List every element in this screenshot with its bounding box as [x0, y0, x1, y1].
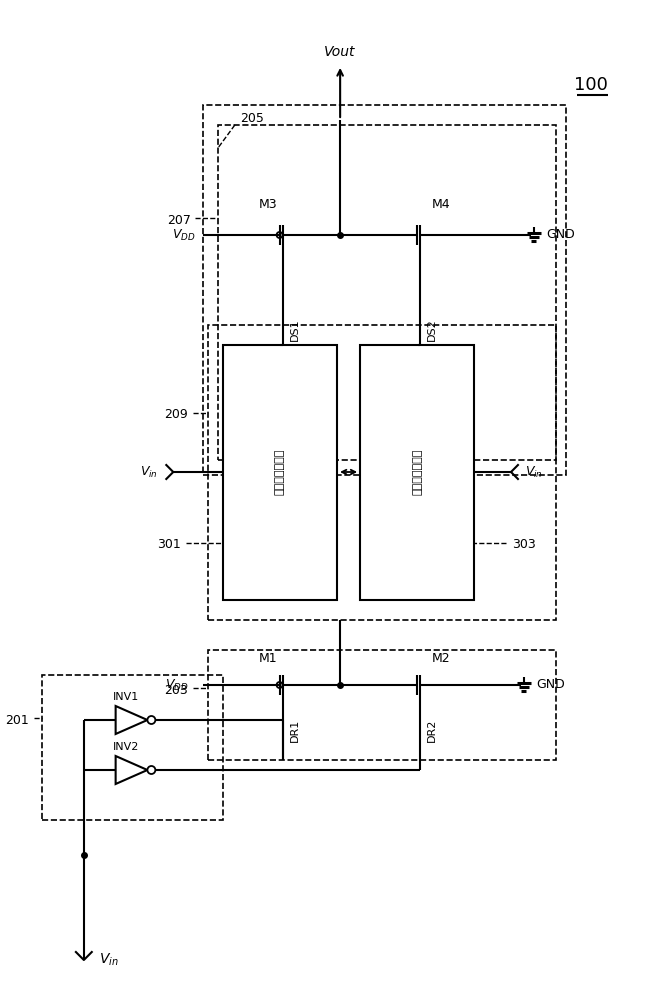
Bar	[218, 125, 556, 460]
Text: M4: M4	[432, 198, 451, 212]
Text: GND: GND	[546, 229, 574, 241]
Text: Vout: Vout	[325, 45, 356, 59]
Text: 207: 207	[167, 214, 191, 227]
Text: 209: 209	[165, 408, 188, 422]
Bar	[42, 675, 223, 820]
Text: DS1: DS1	[290, 319, 299, 341]
Text: 205: 205	[240, 111, 264, 124]
Text: INV2: INV2	[112, 742, 139, 752]
Text: INV1: INV1	[112, 692, 139, 702]
Text: 303: 303	[512, 538, 536, 552]
Bar	[360, 345, 474, 600]
Polygon shape	[116, 706, 147, 734]
Bar	[208, 325, 556, 620]
Text: $V_{in}$: $V_{in}$	[525, 464, 543, 480]
Bar	[208, 650, 556, 760]
Text: 第一子检测单元: 第一子检测单元	[274, 449, 284, 495]
Bar	[223, 345, 337, 600]
Text: GND: GND	[536, 678, 564, 692]
Text: DR2: DR2	[426, 718, 436, 742]
Text: DR1: DR1	[290, 718, 299, 742]
Text: $V_{DD}$: $V_{DD}$	[171, 227, 195, 243]
Text: M2: M2	[432, 652, 451, 664]
Text: 203: 203	[165, 684, 188, 696]
Bar	[203, 105, 566, 475]
Text: $V_{in}$: $V_{in}$	[98, 952, 118, 968]
Text: M1: M1	[258, 652, 277, 664]
Polygon shape	[116, 756, 147, 784]
Text: 100: 100	[574, 76, 607, 94]
Text: $V_{in}$: $V_{in}$	[140, 464, 159, 480]
Text: 201: 201	[5, 714, 29, 726]
Text: 第二子检测单元: 第二子检测单元	[412, 449, 422, 495]
Text: M3: M3	[258, 198, 277, 212]
Text: DS2: DS2	[426, 319, 436, 341]
Text: 301: 301	[157, 538, 181, 552]
Text: $V_{DD}$: $V_{DD}$	[165, 677, 188, 693]
